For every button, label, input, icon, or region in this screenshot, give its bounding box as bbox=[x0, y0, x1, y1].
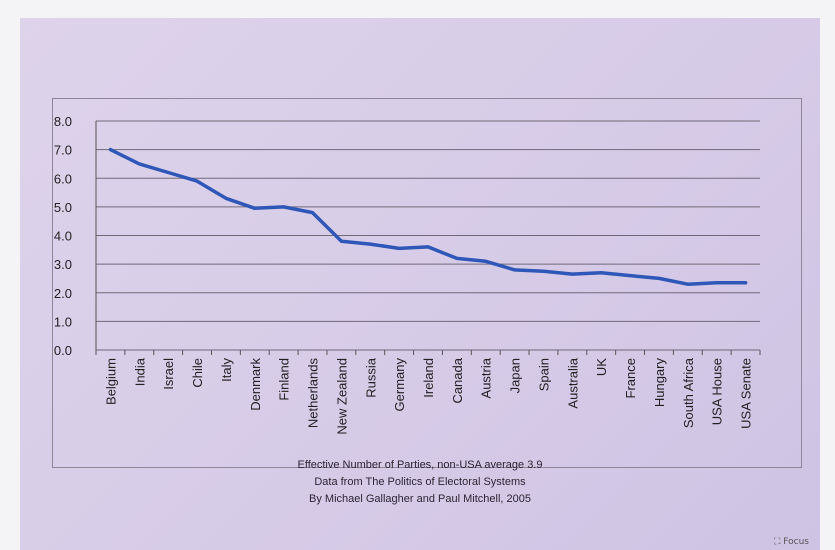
data-point bbox=[224, 196, 228, 200]
x-tick-label: Hungary bbox=[652, 358, 667, 408]
data-point bbox=[368, 242, 372, 246]
focus-icon: ⛶ bbox=[774, 537, 781, 547]
data-point bbox=[195, 179, 199, 183]
x-tick-label: Germany bbox=[392, 358, 407, 412]
x-tick-label: Austria bbox=[479, 357, 494, 398]
x-tick-label: Japan bbox=[508, 358, 523, 393]
data-point bbox=[541, 269, 545, 273]
y-tick-label: 4.0 bbox=[54, 229, 72, 244]
focus-label: Focus bbox=[783, 537, 809, 547]
data-point bbox=[166, 171, 170, 175]
data-point bbox=[397, 246, 401, 250]
x-tick-label: USA Senate bbox=[739, 358, 754, 429]
data-point bbox=[426, 245, 430, 249]
data-point bbox=[282, 205, 286, 209]
focus-button[interactable]: ⛶ Focus bbox=[774, 537, 809, 547]
data-point bbox=[657, 276, 661, 280]
y-tick-label: 2.0 bbox=[54, 286, 72, 301]
projected-slide: 8.0 7.0 6.0 5.0 4.0 3.0 2.0 1.0 0.0 Belgium India I… bbox=[20, 18, 820, 550]
data-point bbox=[570, 272, 574, 276]
data-point bbox=[253, 206, 257, 210]
x-tick-label: Russia bbox=[363, 357, 378, 398]
data-point bbox=[628, 274, 632, 278]
x-tick-label: UK bbox=[594, 358, 609, 376]
data-point bbox=[137, 162, 141, 166]
line-chart: 8.0 7.0 6.0 5.0 4.0 3.0 2.0 1.0 0.0 Belgium India I… bbox=[54, 114, 761, 435]
data-point bbox=[686, 282, 690, 286]
data-point bbox=[455, 256, 459, 260]
x-tick-label: Chile bbox=[190, 358, 205, 388]
x-tick-label: Israel bbox=[161, 358, 176, 390]
data-point bbox=[311, 211, 315, 215]
data-point bbox=[715, 281, 719, 285]
chart-caption-line-2: Data from The Politics of Electoral Syst… bbox=[314, 476, 526, 488]
x-tick-label: India bbox=[132, 357, 147, 386]
chart-caption-line-3: By Michael Gallagher and Paul Mitchell, … bbox=[309, 493, 531, 505]
y-tick-label: 1.0 bbox=[54, 314, 72, 329]
data-point bbox=[484, 259, 488, 263]
y-tick-label: 7.0 bbox=[54, 143, 72, 158]
data-point bbox=[599, 271, 603, 275]
data-point bbox=[108, 148, 112, 152]
x-tick-label: Finland bbox=[277, 358, 292, 401]
x-tick-label: Australia bbox=[565, 357, 580, 408]
plot-frame bbox=[52, 98, 802, 468]
x-tick-label: France bbox=[623, 358, 638, 398]
y-tick-label: 6.0 bbox=[54, 171, 72, 186]
x-tick-label: Belgium bbox=[103, 358, 118, 405]
x-tick-label: Italy bbox=[219, 358, 234, 382]
chart-caption-line-1: Effective Number of Parties, non-USA ave… bbox=[297, 459, 543, 471]
x-tick-label: South Africa bbox=[681, 357, 696, 428]
x-tick-label: Spain bbox=[536, 358, 551, 391]
x-tick-label: Denmark bbox=[248, 358, 263, 411]
x-tick-label: Ireland bbox=[421, 358, 436, 398]
x-tick-label: New Zealand bbox=[334, 358, 349, 435]
x-tick-label: USA House bbox=[710, 358, 725, 425]
x-tick-label: Netherlands bbox=[306, 358, 321, 429]
data-point bbox=[513, 268, 517, 272]
data-point bbox=[744, 281, 748, 285]
y-tick-label: 0.0 bbox=[54, 343, 72, 358]
y-tick-label: 3.0 bbox=[54, 257, 72, 272]
y-tick-label: 5.0 bbox=[54, 200, 72, 215]
data-point bbox=[339, 239, 343, 243]
y-tick-label: 8.0 bbox=[54, 114, 72, 129]
x-tick-label: Canada bbox=[450, 357, 465, 403]
